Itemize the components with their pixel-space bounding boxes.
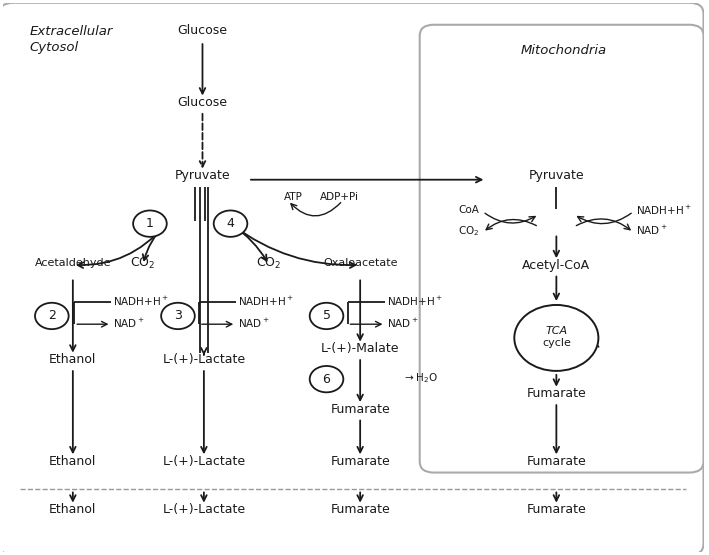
Text: 1: 1 (146, 217, 154, 230)
Text: ATP: ATP (284, 191, 303, 201)
Text: NAD$^+$: NAD$^+$ (387, 316, 418, 330)
Text: Ethanol: Ethanol (49, 503, 96, 516)
Text: Ethanol: Ethanol (49, 354, 96, 366)
Text: Ethanol: Ethanol (49, 455, 96, 468)
Text: CO$_2$: CO$_2$ (257, 256, 281, 271)
Text: Oxaloacetate: Oxaloacetate (323, 258, 398, 268)
Text: Glucose: Glucose (177, 96, 228, 109)
Text: 3: 3 (174, 310, 182, 322)
Text: 5: 5 (323, 310, 330, 322)
Text: Acetaldehyde: Acetaldehyde (35, 258, 111, 268)
Text: L-(+)-Lactate: L-(+)-Lactate (162, 354, 245, 366)
Text: NADH+H$^+$: NADH+H$^+$ (635, 204, 691, 217)
Text: 4: 4 (227, 217, 235, 230)
Circle shape (161, 303, 195, 329)
Text: NADH+H$^+$: NADH+H$^+$ (113, 295, 169, 307)
Circle shape (514, 305, 598, 371)
Text: NAD$^+$: NAD$^+$ (113, 316, 145, 330)
Text: Fumarate: Fumarate (330, 455, 390, 468)
Text: Cytosol: Cytosol (29, 41, 79, 54)
Text: NADH+H$^+$: NADH+H$^+$ (387, 295, 443, 307)
Text: NAD$^+$: NAD$^+$ (635, 224, 667, 238)
Text: → H$_2$O: → H$_2$O (403, 371, 438, 385)
Text: cycle: cycle (542, 339, 571, 349)
Text: Fumarate: Fumarate (330, 403, 390, 416)
Text: Mitochondria: Mitochondria (520, 44, 606, 57)
Text: NAD$^+$: NAD$^+$ (238, 316, 269, 330)
Text: 6: 6 (323, 372, 330, 386)
Text: Fumarate: Fumarate (527, 455, 586, 468)
FancyBboxPatch shape (0, 3, 703, 555)
Text: ADP+Pi: ADP+Pi (320, 191, 359, 201)
Text: Acetyl-CoA: Acetyl-CoA (523, 259, 591, 272)
Text: Pyruvate: Pyruvate (174, 169, 230, 183)
Text: CoA: CoA (459, 205, 479, 215)
Text: Glucose: Glucose (177, 24, 228, 37)
Text: L-(+)-Malate: L-(+)-Malate (321, 342, 399, 355)
Text: Pyruvate: Pyruvate (528, 169, 584, 183)
Text: Extracellular: Extracellular (29, 25, 113, 38)
Text: NADH+H$^+$: NADH+H$^+$ (238, 295, 294, 307)
Text: Fumarate: Fumarate (527, 503, 586, 516)
Circle shape (133, 210, 167, 237)
Circle shape (310, 303, 343, 329)
Text: TCA: TCA (545, 326, 567, 336)
Text: Fumarate: Fumarate (527, 387, 586, 401)
Text: Fumarate: Fumarate (330, 503, 390, 516)
Text: CO$_2$: CO$_2$ (130, 256, 155, 271)
Text: L-(+)-Lactate: L-(+)-Lactate (162, 503, 245, 516)
Text: 2: 2 (48, 310, 56, 322)
FancyBboxPatch shape (420, 25, 703, 472)
Text: CO$_2$: CO$_2$ (458, 224, 479, 238)
Circle shape (35, 303, 69, 329)
Circle shape (310, 366, 343, 392)
Circle shape (213, 210, 247, 237)
Text: L-(+)-Lactate: L-(+)-Lactate (162, 455, 245, 468)
